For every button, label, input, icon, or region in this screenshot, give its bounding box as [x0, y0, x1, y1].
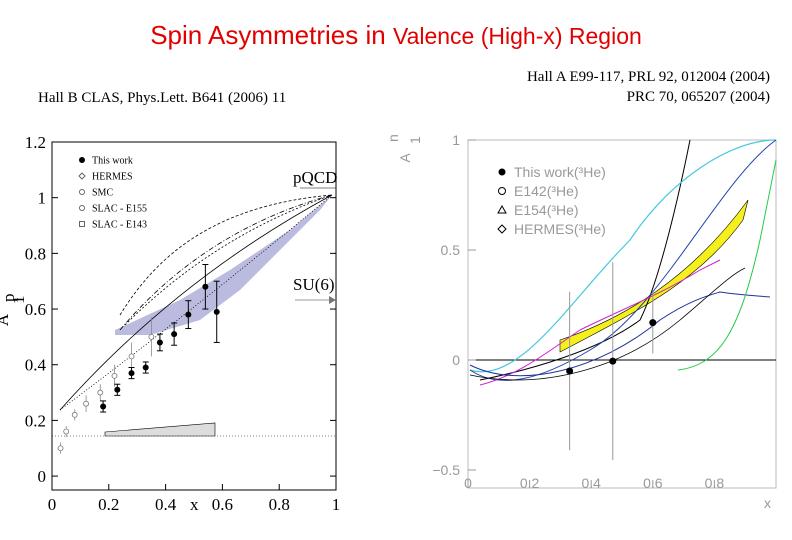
left-legend-label: SLAC - E155 — [92, 204, 147, 215]
left-legend-marker — [79, 157, 85, 163]
citation-right: Hall A E99-117, PRL 92, 012004 (2004) PR… — [527, 67, 770, 107]
left-legend-label: SLAC - E143 — [92, 220, 147, 231]
right-ytick-label: 1 — [452, 132, 460, 148]
citation-right-line1: Hall A E99-117, PRL 92, 012004 (2004) — [526, 69, 770, 85]
citation-right-line2: PRC 70, 065207 (2004) — [626, 89, 770, 105]
right-curve-black-2 — [469, 267, 746, 381]
left-e155-point — [97, 389, 104, 396]
left-e155-point — [63, 428, 70, 435]
right-curve-black-steep — [479, 139, 691, 381]
left-legend-marker — [78, 172, 86, 180]
citation-left: Hall B CLAS, Phys.Lett. B641 (2006) 11 — [38, 90, 287, 106]
right-yellow-band — [559, 199, 749, 353]
left-e155-point — [57, 445, 64, 452]
right-curve-green — [677, 159, 777, 371]
right-plot-frame — [467, 139, 777, 489]
left-e155-point — [128, 353, 135, 360]
right-xtick-label: 0.2 — [520, 475, 540, 491]
right-thiswork-point — [609, 357, 617, 365]
left-e155-point — [148, 333, 155, 340]
right-y-axis-label: A — [397, 153, 413, 163]
right-legend-label: E154(³He) — [514, 202, 579, 218]
left-thiswork-point — [171, 331, 178, 338]
right-legend-marker — [498, 168, 506, 176]
right-curve-cyan — [469, 139, 777, 373]
left-thiswork-point — [128, 370, 135, 377]
left-ytick-label: 0.2 — [25, 411, 46, 430]
left-legend-label: SMC — [92, 188, 113, 199]
left-y-axis-sup: p — [0, 294, 18, 303]
left-ytick-label: 0.4 — [25, 356, 47, 375]
neutron-asymmetry-chart: −0.500.51 0 0.2 0.4 0.6 0.8 This work(³He)E1… — [385, 132, 777, 511]
left-y-axis-sub: 1 — [9, 296, 28, 305]
page-title: Spin Asymmetries in Valence (High-x) Reg… — [0, 20, 792, 51]
left-xtick-label: 0 — [48, 495, 57, 514]
right-x-axis-label: x — [764, 495, 771, 511]
right-legend-marker — [497, 204, 507, 214]
left-xtick-label: 0.4 — [155, 495, 177, 514]
right-y-axis-sup: n — [385, 134, 401, 142]
right-xtick-label: 0.8 — [705, 475, 725, 491]
left-thiswork-point — [213, 308, 220, 315]
left-systematic-band — [104, 422, 216, 437]
left-thiswork-point — [185, 311, 192, 318]
right-legend-label: E142(³He) — [514, 183, 579, 199]
left-thiswork-point — [142, 364, 149, 371]
title-part2: Valence (High-x) Region — [392, 23, 642, 49]
left-annotation-su6: SU(6) — [293, 275, 335, 294]
left-legend-label: HERMES — [92, 172, 133, 183]
proton-asymmetry-chart: pQCD SU(6) 0 0.2 0.4 0.6 0.8 1 1.2 0 0.2 0.4 0.6 0… — [0, 133, 341, 514]
left-ytick-label: 1 — [38, 189, 47, 208]
left-ytick-label: 1.2 — [25, 133, 46, 152]
left-curve-4 — [59, 194, 333, 411]
left-xtick-label: 0.8 — [269, 495, 290, 514]
left-curve-3 — [124, 194, 333, 326]
right-legend-marker — [497, 224, 507, 234]
left-plot-frame — [51, 141, 337, 491]
left-thiswork-point — [156, 339, 163, 346]
left-xtick-label: 1 — [332, 495, 341, 514]
left-curve-2 — [119, 194, 333, 331]
left-legend-label: This work — [92, 156, 133, 167]
right-legend-marker — [498, 187, 506, 195]
title-part1: Spin Asymmetries in — [150, 20, 393, 50]
left-xtick-label: 0.2 — [98, 495, 119, 514]
left-xtick-label: 0.6 — [212, 495, 233, 514]
right-y-axis-sub: 1 — [407, 136, 423, 144]
right-xtick-label: 0 — [464, 475, 472, 491]
right-ytick-label: 0.5 — [441, 242, 461, 258]
right-ytick-label: 0 — [452, 352, 460, 368]
right-xtick-label: 0.6 — [643, 475, 663, 491]
left-legend-marker — [79, 189, 85, 195]
right-curve-navy — [469, 291, 771, 377]
left-ytick-label: 0.6 — [25, 300, 46, 319]
left-annotation-pqcd: pQCD — [293, 168, 337, 187]
left-ytick-label: 0.8 — [25, 244, 46, 263]
left-su6-arrowhead — [329, 296, 336, 304]
left-y-axis-label: A — [0, 313, 12, 326]
left-thiswork-point — [114, 386, 121, 393]
right-legend-label: This work(³He) — [514, 164, 606, 180]
right-ytick-label: −0.5 — [432, 462, 460, 478]
left-x-axis-label: x — [190, 495, 199, 514]
right-legend-label: HERMES(³He) — [514, 221, 606, 237]
left-e155-point — [83, 400, 89, 407]
left-legend-marker — [79, 205, 85, 211]
left-e155-point — [111, 372, 118, 379]
left-thiswork-point — [100, 403, 107, 410]
left-e155-point — [71, 411, 78, 418]
right-thiswork-point — [649, 319, 657, 327]
left-ytick-label: 0 — [38, 467, 47, 486]
right-xtick-label: 0.4 — [581, 475, 601, 491]
right-thiswork-point — [566, 367, 574, 375]
left-thiswork-point — [202, 283, 209, 290]
left-theory-band — [115, 195, 332, 335]
right-curve-magenta — [479, 259, 721, 386]
left-legend-marker — [79, 221, 85, 227]
